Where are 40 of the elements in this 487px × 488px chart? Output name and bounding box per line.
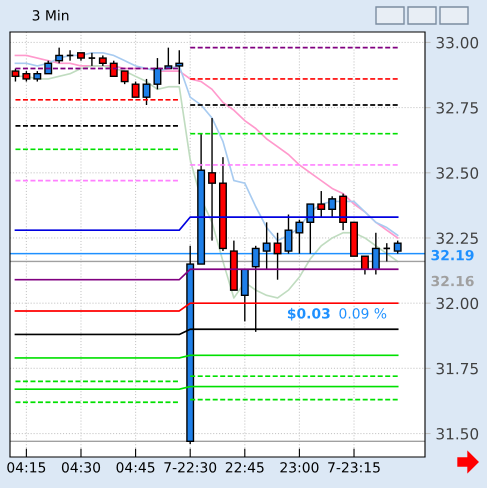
y-tick-label: 31.75 xyxy=(436,362,478,374)
candlestick xyxy=(66,50,74,62)
x-tick-label: 23:00 xyxy=(280,462,318,473)
candlestick xyxy=(88,52,96,67)
candlestick xyxy=(394,240,402,254)
y-tick-label: 33.00 xyxy=(436,36,478,48)
ref-line-label: 32.19 xyxy=(431,250,474,260)
x-tick-label: 04:30 xyxy=(62,462,100,473)
ref-line-label: 32.16 xyxy=(431,276,474,286)
y-tick-label: 32.75 xyxy=(436,102,478,114)
candlestick xyxy=(372,232,380,276)
candlestick xyxy=(360,256,369,276)
annotation: $0.03 xyxy=(288,308,330,320)
candlestick xyxy=(153,57,162,90)
y-tick-label: 32.25 xyxy=(436,232,478,244)
x-tick-label: 04:15 xyxy=(7,462,46,473)
candlestick xyxy=(274,232,282,280)
candlestick xyxy=(328,196,336,218)
candlestick xyxy=(120,70,129,85)
x-tick-label: 04:45 xyxy=(116,462,154,473)
candlestick xyxy=(306,203,314,254)
candlestick xyxy=(142,78,150,106)
x-tick-label: 22:45 xyxy=(226,462,264,473)
candlestick xyxy=(22,70,30,82)
candlestick xyxy=(98,54,107,67)
candlestick xyxy=(284,214,292,254)
candlestick xyxy=(55,46,64,64)
y-tick-label: 32.50 xyxy=(436,167,478,179)
candlestick xyxy=(33,70,42,82)
candlestick xyxy=(262,222,271,270)
candlestick xyxy=(317,190,326,218)
candlestick xyxy=(208,117,216,242)
y-tick-label: 32.00 xyxy=(436,298,478,310)
chart-title: 3 Min xyxy=(32,10,68,21)
x-tick-label: 7-23:15 xyxy=(328,462,380,473)
annotation: 0.09 % xyxy=(339,308,386,319)
x-tick-label: 7-22:30 xyxy=(164,462,216,473)
candlestick xyxy=(175,50,184,85)
y-tick-label: 31.50 xyxy=(436,428,478,440)
candlestick xyxy=(295,219,304,254)
